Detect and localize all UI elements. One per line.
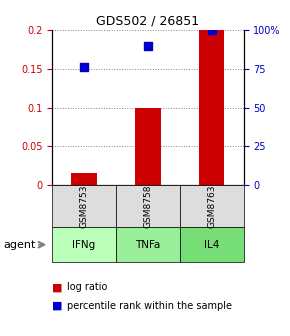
Text: ■: ■ <box>52 301 63 311</box>
Text: GSM8753: GSM8753 <box>79 184 89 228</box>
Text: agent: agent <box>3 240 35 250</box>
Bar <box>135 108 161 185</box>
Text: IFNg: IFNg <box>72 240 96 250</box>
Text: IL4: IL4 <box>204 240 220 250</box>
Text: percentile rank within the sample: percentile rank within the sample <box>67 301 232 311</box>
Bar <box>71 173 97 185</box>
Point <box>82 65 86 70</box>
Text: ■: ■ <box>52 282 63 292</box>
Text: GSM8763: GSM8763 <box>207 184 216 228</box>
Text: log ratio: log ratio <box>67 282 107 292</box>
Text: GSM8758: GSM8758 <box>143 184 153 228</box>
Point <box>209 28 214 33</box>
Title: GDS502 / 26851: GDS502 / 26851 <box>96 15 200 28</box>
Text: TNFa: TNFa <box>135 240 161 250</box>
Point <box>146 43 150 48</box>
Bar <box>199 30 224 185</box>
